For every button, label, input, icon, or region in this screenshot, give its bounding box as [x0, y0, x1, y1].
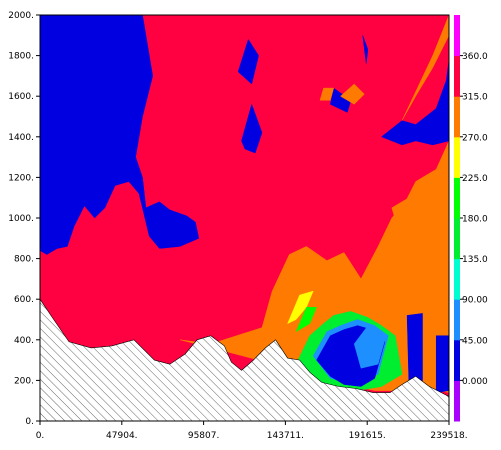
- y-tick-label: 200.: [14, 376, 34, 386]
- contour-region: [241, 103, 263, 154]
- y-tick-label: 1000.: [8, 214, 34, 224]
- contour-region: [40, 15, 200, 255]
- contour-region: [406, 313, 423, 383]
- colorbar-swatch: [454, 55, 460, 97]
- contour-regions: [40, 15, 449, 393]
- colorbar-label: 360.0: [462, 52, 488, 62]
- plot-area: [40, 15, 449, 421]
- y-tick-label: 1200.: [8, 173, 34, 183]
- y-axis-ticks: 0. 200. 400. 600. 800. 1000. 1200. 1400. 1600. 18…: [8, 11, 40, 427]
- contour-region: [401, 15, 449, 121]
- colorbar-label: 135.0: [462, 255, 488, 265]
- colorbar-swatch: [454, 339, 460, 381]
- colorbar-swatch: [454, 15, 460, 57]
- colorbar-swatch: [454, 380, 460, 422]
- x-tick-label: 95807.: [188, 431, 220, 441]
- y-tick-label: 1400.: [8, 133, 34, 143]
- colorbar-label: 180.0: [462, 215, 488, 225]
- colorbar-swatch: [454, 218, 460, 260]
- x-axis-ticks: 0. 47904. 95807. 143711. 191615. 239518.: [36, 421, 468, 441]
- y-tick-label: 2000.: [8, 11, 34, 21]
- colorbar-label: 270.0: [462, 133, 488, 143]
- contour-region: [287, 290, 314, 325]
- x-tick-label: 191615.: [349, 431, 386, 441]
- x-tick-label: 47904.: [106, 431, 138, 441]
- contour-region: [237, 38, 259, 85]
- x-tick-label: 0.: [36, 431, 45, 441]
- contour-region: [319, 87, 335, 101]
- colorbar-label: 45.00: [462, 336, 488, 346]
- y-tick-label: 400.: [14, 336, 34, 346]
- contour-region: [381, 59, 449, 146]
- colorbar-label: 315.0: [462, 93, 488, 103]
- contour-region: [362, 35, 369, 64]
- colorbar-swatch: [454, 177, 460, 219]
- y-tick-label: 1800.: [8, 52, 34, 62]
- colorbar-swatch: [454, 258, 460, 300]
- colorbar-label: 0.000: [462, 377, 488, 387]
- colorbar-label: 90.00: [462, 296, 488, 306]
- y-tick-label: 600.: [14, 295, 34, 305]
- contour-region: [435, 335, 449, 393]
- y-tick-label: 800.: [14, 255, 34, 265]
- contour-region: [353, 325, 386, 369]
- colorbar-swatch: [454, 299, 460, 341]
- colorbar: 0.000 45.00 90.00 135.0 180.0 225.0 270.0 315.0…: [454, 15, 488, 422]
- x-tick-label: 143711.: [267, 431, 304, 441]
- colorbar-swatch: [454, 96, 460, 138]
- y-tick-label: 0.: [25, 417, 34, 427]
- y-tick-label: 1600.: [8, 92, 34, 102]
- colorbar-swatch: [454, 136, 460, 178]
- contour-region: [340, 83, 365, 105]
- contour-region: [391, 197, 449, 292]
- contour-region: [295, 307, 317, 333]
- colorbar-label: 225.0: [462, 174, 488, 184]
- terrain-hatch: [40, 298, 449, 421]
- x-tick-label: 239518.: [430, 431, 467, 441]
